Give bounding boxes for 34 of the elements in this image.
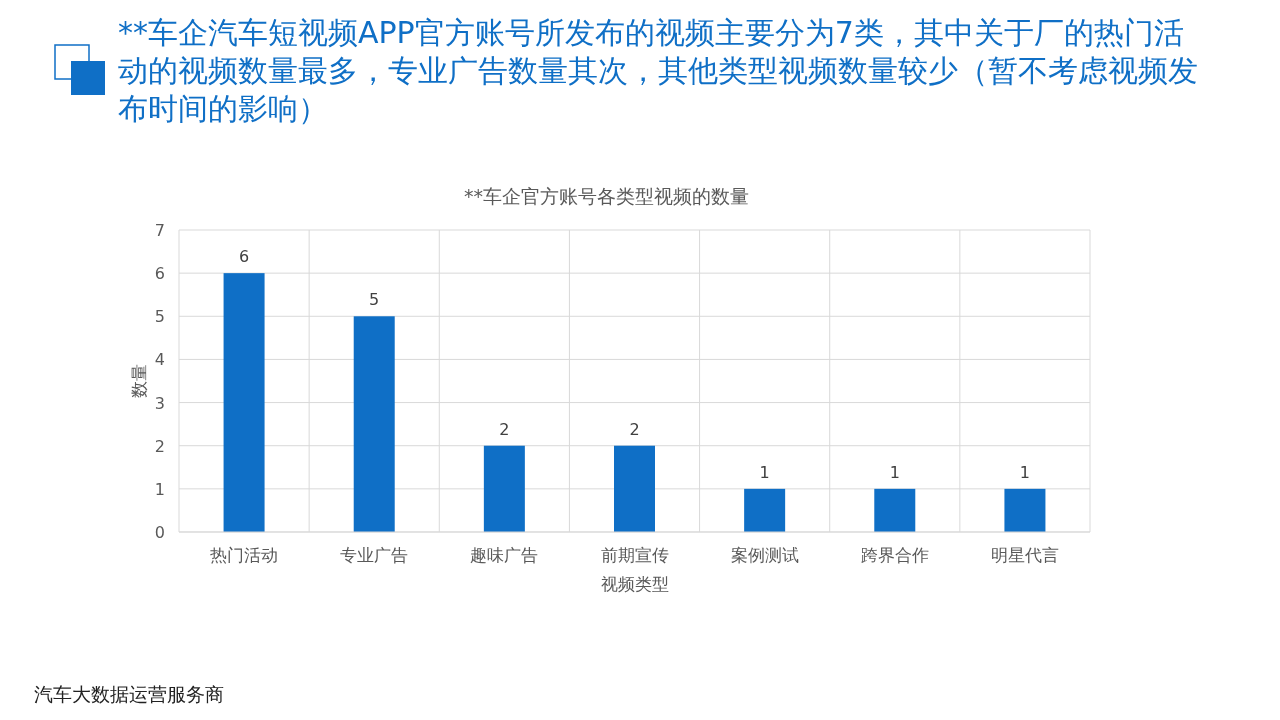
x-axis-title: 视频类型	[600, 574, 669, 594]
data-label: 1	[1019, 462, 1031, 482]
y-tick-label: 1	[154, 479, 165, 499]
chart-title: **车企官方账号各类型视频的数量	[464, 185, 749, 207]
bar	[874, 488, 916, 532]
bar	[223, 273, 265, 532]
x-tick-label: 前期宣传	[600, 545, 669, 565]
y-tick-label: 3	[154, 393, 165, 413]
data-label: 2	[499, 419, 510, 439]
chart-subtitle: **车企汽车短视频APP官方账号所发布的视频主要分为7类，其中关于厂的热门活动的视频数量最多，专业广告数量其次，其他类型视频数量较少（暂不考虑视频发布时间的影响）	[118, 14, 1198, 128]
data-label: 5	[369, 290, 380, 310]
data-label: 1	[889, 462, 900, 482]
y-tick-label: 5	[154, 307, 165, 327]
x-tick-label: 热门活动	[210, 545, 279, 565]
bar	[744, 488, 786, 532]
data-label: 1	[759, 462, 770, 482]
y-tick-label: 0	[154, 523, 165, 542]
x-tick-label: 专业广告	[340, 545, 409, 565]
data-label: 6	[238, 247, 250, 267]
text: 汽车大数据运营服务商	[34, 682, 224, 707]
y-tick-label: 7	[154, 221, 165, 240]
x-tick-label: 趣味广告	[470, 545, 539, 565]
y-tick-label: 6	[154, 264, 165, 284]
bar	[483, 445, 525, 532]
x-tick-label: 案例测试	[730, 545, 799, 565]
y-tick-label: 2	[154, 436, 165, 456]
y-tick-label: 4	[154, 350, 165, 370]
bar	[614, 445, 655, 532]
y-axis-title: 数量	[129, 364, 149, 398]
bar	[353, 316, 395, 532]
data-label: 2	[629, 419, 640, 439]
bar	[1004, 488, 1046, 532]
x-tick-label: 跨界合作	[860, 545, 929, 565]
x-tick-label: 明星代言	[990, 545, 1059, 565]
